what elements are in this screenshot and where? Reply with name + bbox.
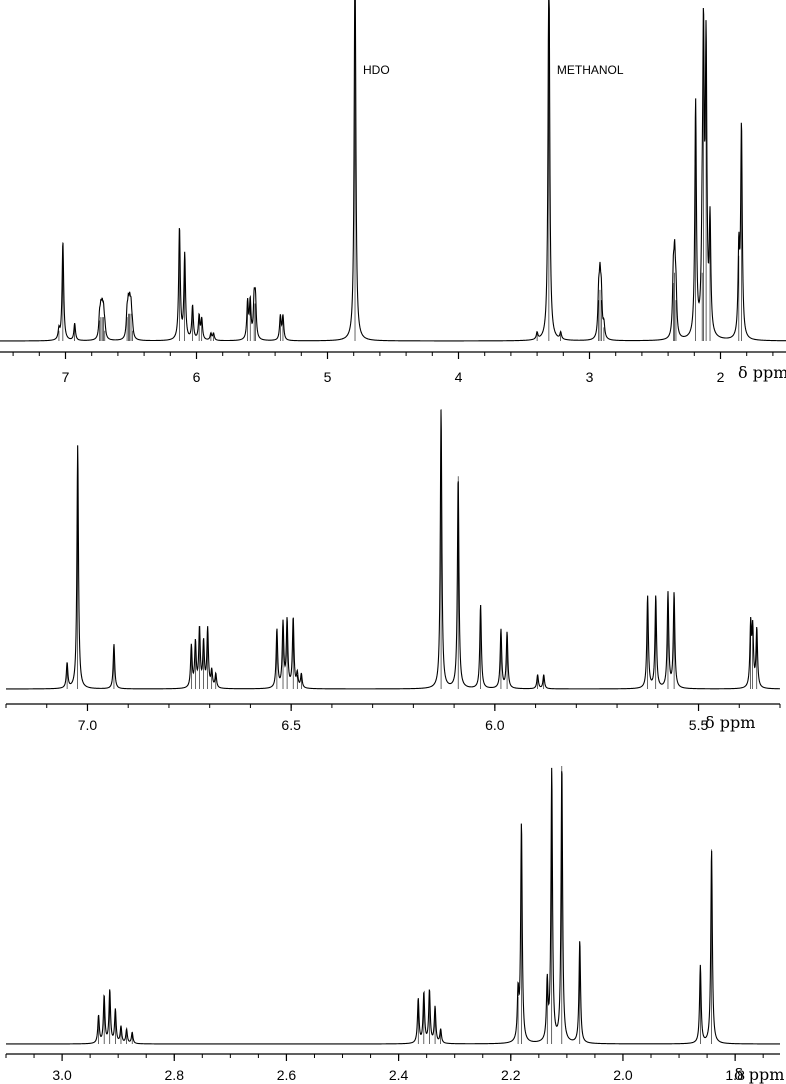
axis-unit-label: δ ppm [705,713,755,732]
tick-label: 2.8 [165,1067,185,1083]
tick-label: 2.4 [389,1067,409,1083]
spectrum-panel-3: 3.0 2.8 2.6 2.4 2.2 2.0 1.8δ ppm [5,766,784,1084]
tick-label: 5 [324,369,332,385]
tick-label: 5.5 [689,717,709,733]
tick-label: 3 [586,369,594,385]
tick-label: 3.0 [52,1067,72,1083]
tick-label: 6.5 [281,717,301,733]
tick-label: 6 [193,369,201,385]
peak-annotation: HDO [363,63,390,77]
spectrum-trace [6,409,780,690]
tick-label: 2.2 [501,1067,521,1083]
spectrum-trace [6,767,780,1045]
tick-label: 7.0 [78,717,98,733]
spectrum-trace [0,0,786,342]
tick-label: 7 [62,369,70,385]
axis-unit-label: δ ppm [734,1065,784,1084]
tick-label: 2.6 [277,1067,297,1083]
spectrum-panel-1: 7 6 5 4 3 2 δ ppm HDO METHANOL [0,0,786,385]
tick-label: 2 [717,369,725,385]
tick-label: 1.8 [725,1067,745,1083]
peak-annotation: METHANOL [557,63,624,77]
axis-unit-label: δ ppm [738,363,786,382]
tick-label: 6.0 [485,717,505,733]
spectrum-panel-2: 7.0 6.5 6.0 5.5δ ppm [5,409,781,733]
tick-label: 2.0 [613,1067,633,1083]
tick-label: 4 [455,369,463,385]
